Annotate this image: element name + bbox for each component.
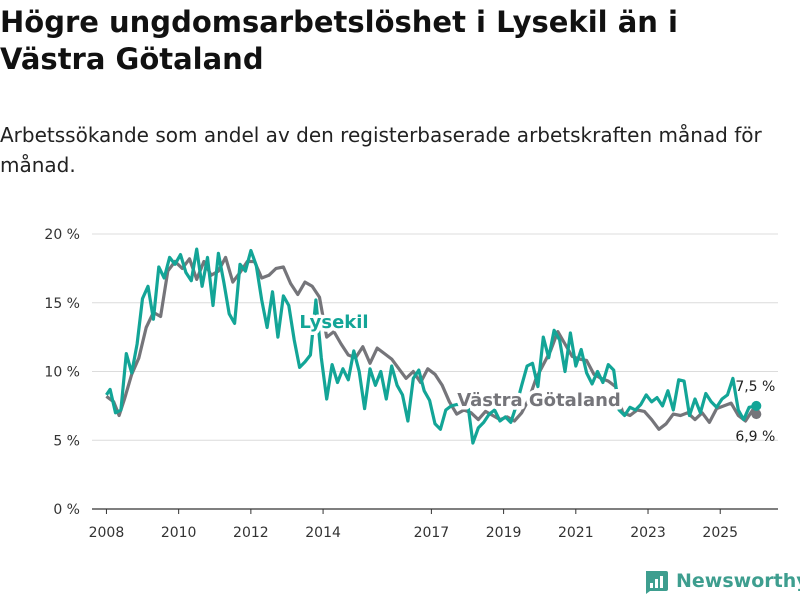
line-chart: 0 % 5 % 10 % 15 % 20 % 2008 2010 2012 2014 2017 20… [44,227,778,541]
series-label-vastra-gotaland: Västra Götaland [457,390,621,411]
newsworthy-logo-icon [646,571,668,594]
series-line-vastra-gotaland [105,255,758,431]
end-label-vastra-gotaland: 6,9 % [735,429,775,445]
x-tick-label: 2017 [414,525,450,541]
x-tick-label: 2012 [233,525,269,541]
y-tick-label: 10 % [44,365,80,381]
y-tick-label: 0 % [53,502,80,518]
y-tick-label: 5 % [53,433,80,449]
series-line-lysekil [105,247,757,445]
x-tick-label: 2010 [161,525,197,541]
end-marker-lysekil [751,400,762,411]
series-label-vastra-gotaland-halo: Västra Götaland [457,390,621,411]
y-tick-label: 15 % [44,296,80,312]
newsworthy-brand: Newsworthy [644,568,800,594]
x-tick-label: 2023 [630,525,666,541]
x-tick-label: 2021 [558,525,594,541]
chart-title: Högre ungdomsarbetslöshet i Lysekil än i… [0,5,678,76]
x-tick-label: 2014 [305,525,341,541]
x-tick-label: 2025 [702,525,738,541]
chart-subtitle: Arbetssökande som andel av den registerb… [0,123,762,177]
brand-name: Newsworthy [676,570,800,592]
y-tick-label: 20 % [44,227,80,243]
x-tick-label: 2008 [89,525,125,541]
series-label-lysekil-halo: Lysekil [299,312,368,333]
series-label-lysekil: Lysekil [299,312,368,333]
x-tick-label: 2019 [486,525,522,541]
end-marker-vastra-gotaland [751,409,762,420]
end-label-lysekil: 7,5 % [735,379,775,395]
